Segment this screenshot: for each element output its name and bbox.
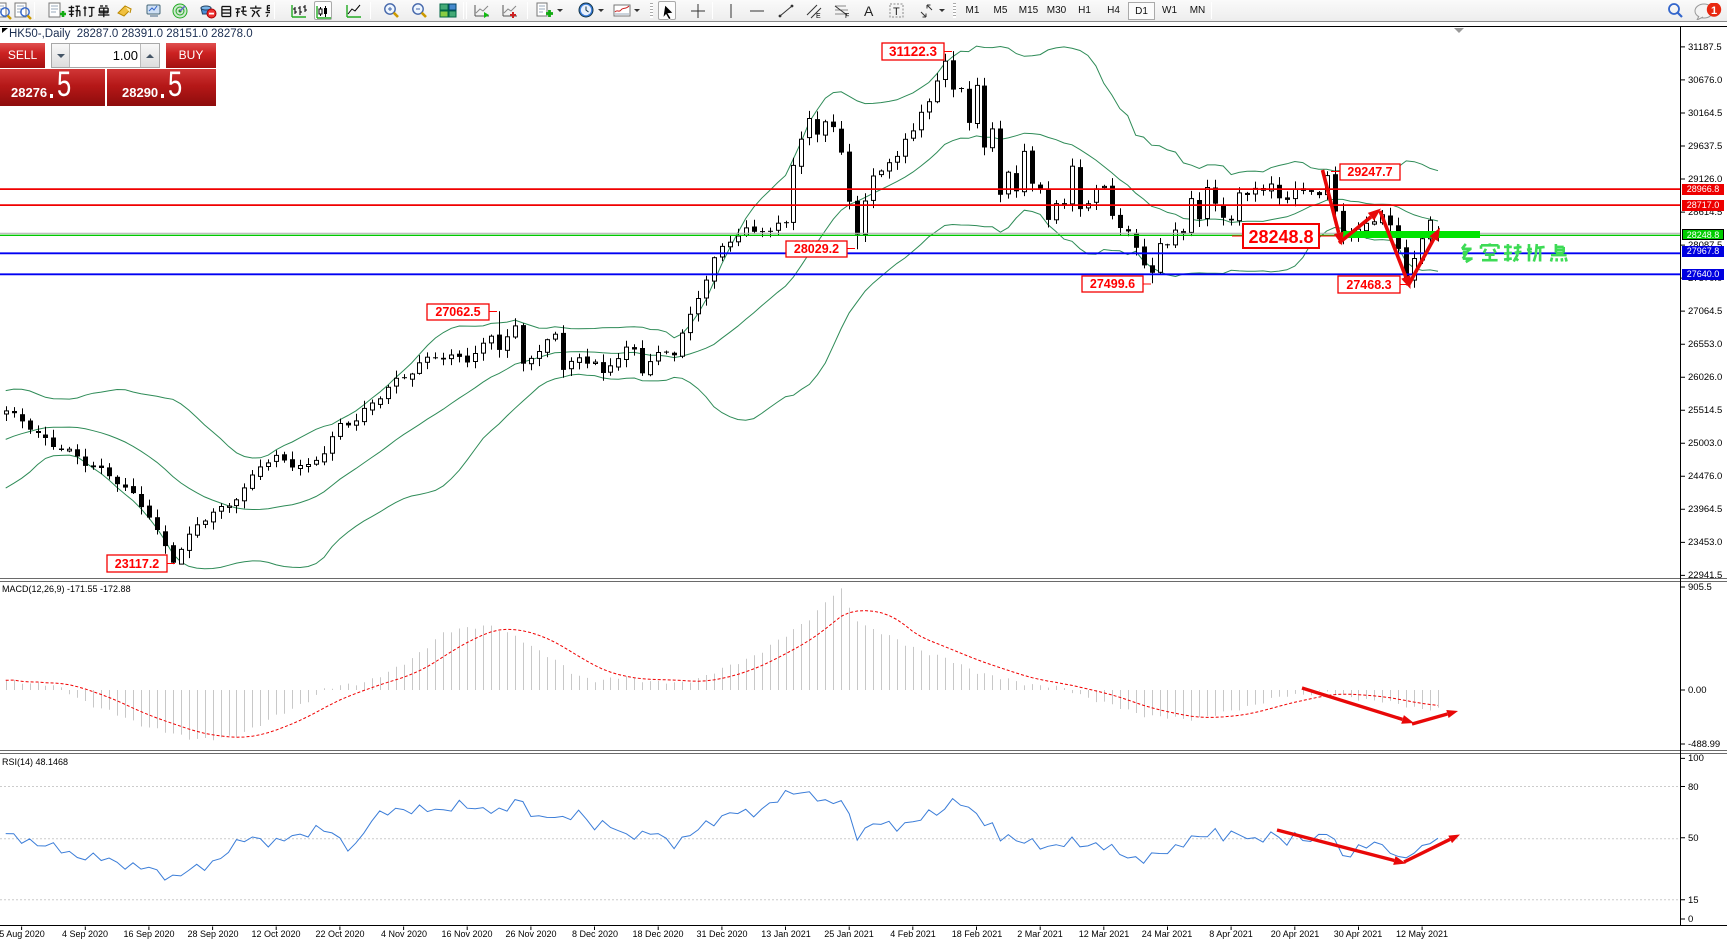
svg-text:28029.2: 28029.2 bbox=[794, 242, 839, 256]
svg-text:F: F bbox=[845, 13, 849, 20]
svg-text:T: T bbox=[893, 6, 900, 18]
svg-text:27468.3: 27468.3 bbox=[1346, 278, 1391, 292]
svg-text:31122.3: 31122.3 bbox=[889, 44, 938, 59]
svg-text:29247.7: 29247.7 bbox=[1347, 165, 1392, 179]
svg-text:27062.5: 27062.5 bbox=[435, 305, 480, 319]
svg-text:A: A bbox=[864, 3, 874, 19]
svg-text:28248.8: 28248.8 bbox=[1248, 227, 1313, 247]
svg-text:23117.2: 23117.2 bbox=[115, 557, 160, 571]
svg-text:E: E bbox=[816, 13, 821, 20]
svg-text:1: 1 bbox=[1711, 5, 1717, 17]
svg-text:27499.6: 27499.6 bbox=[1090, 277, 1135, 291]
